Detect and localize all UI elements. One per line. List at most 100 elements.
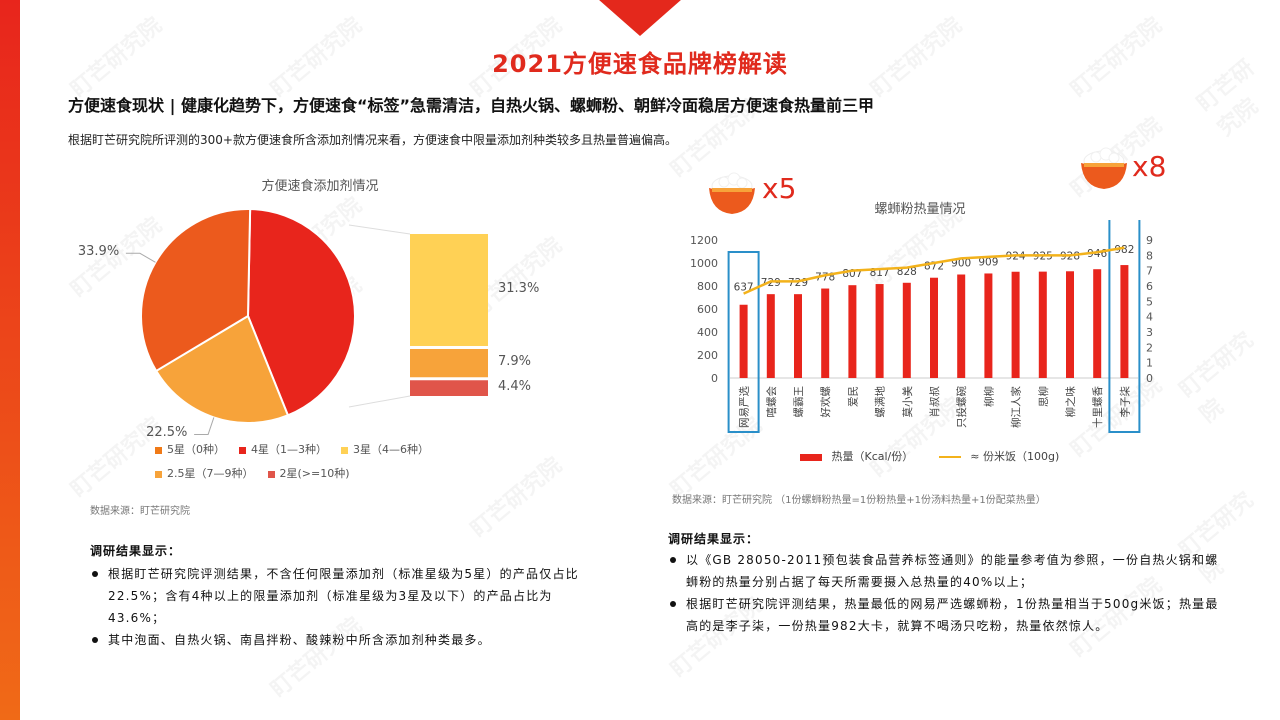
bar-chart-legend: 热量（Kcal/份） ≈ 份米饭（100g) [800, 448, 1059, 464]
y-tick-label: 200 [697, 349, 718, 362]
rice-equivalent-line [743, 246, 1125, 295]
bar-value-label: 924 [1006, 251, 1026, 263]
bar [766, 294, 775, 378]
rice-bowl-icon [1081, 147, 1127, 189]
x-category-label: 柳江人家 [1010, 386, 1023, 428]
x-category-label: 螺霸王 [793, 386, 805, 418]
page-subtitle: 方便速食现状 | 健康化趋势下，方便速食“标签”急需清洁，自热火锅、螺蛳粉、朝鲜… [68, 96, 875, 115]
breakdown-label: 7.9% [498, 354, 532, 370]
bar [902, 282, 911, 378]
pie-legend-item: 5星（0种） [155, 438, 225, 462]
bar-chart-title: 螺蛳粉热量情况 [874, 202, 966, 217]
bar [1038, 271, 1047, 378]
legend-bar-label: 热量（Kcal/份） [831, 450, 914, 463]
y-tick-label: 1000 [690, 257, 718, 270]
right-source-note: 数据来源：盯芒研究院 （1份螺蛳粉热量=1份粉热量+1份汤料热量+1份配菜热量） [672, 495, 1046, 506]
legend-swatch [267, 470, 275, 478]
x-category-label: 爱民 [846, 386, 859, 407]
bar-value-label: 982 [1114, 244, 1134, 256]
multiplier-low: x5 [762, 172, 797, 205]
pie-legend-item: 2星(>=10种) [267, 462, 350, 486]
breakdown-segment [410, 380, 488, 396]
y2-tick-label: 0 [1146, 372, 1153, 385]
highlight-box [727, 251, 760, 433]
breakdown-label: 4.4% [498, 379, 532, 395]
x-category-label: 好欢螺 [819, 386, 832, 418]
x-category-label: 李子柒 [1118, 386, 1131, 418]
right-findings-list: 以《GB 28050-2011预包装食品营养标签通则》的能量参考值为参照，一份自… [668, 549, 1228, 637]
x-category-label: 只投螺碗 [955, 386, 968, 428]
y2-tick-label: 7 [1146, 265, 1153, 278]
watermark-text: 盯芒研究院 [1171, 315, 1280, 428]
left-findings-list: 根据盯芒研究院评测结果，不含任何限量添加剂（标准星级为5星）的产品仅占比22.5… [90, 563, 590, 651]
pie-chart [125, 207, 488, 435]
bar-value-label: 637 [734, 282, 754, 294]
y2-tick-label: 6 [1146, 280, 1153, 293]
y2-tick-label: 8 [1146, 249, 1153, 262]
bar-value-label: 729 [761, 277, 781, 289]
y-tick-label: 600 [697, 303, 718, 316]
pie-chart-title: 方便速食添加剂情况 [261, 179, 379, 194]
right-findings-title: 调研结果显示： [668, 532, 760, 546]
pie-slice [140, 208, 252, 373]
pie-legend-item: 3星（4—6种） [341, 438, 429, 462]
bar [1011, 271, 1020, 378]
legend-label: 3星（4—6种） [353, 443, 429, 456]
breakdown-segment [410, 234, 488, 346]
y2-tick-label: 5 [1146, 295, 1153, 308]
bar [875, 284, 884, 378]
y2-tick-label: 9 [1146, 234, 1153, 247]
pie-leader-line [125, 252, 156, 263]
bar [739, 304, 748, 378]
legend-label: 4星（1—3种） [251, 443, 327, 456]
bar [984, 273, 993, 378]
right-finding-item: 根据盯芒研究院评测结果，热量最低的网易严选螺蛳粉，1份热量相当于500g米饭；热… [668, 593, 1228, 637]
legend-label: 5星（0种） [167, 443, 225, 456]
pie-legend-item: 2.5星（7—9种） [155, 462, 254, 486]
x-category-label: 螺满地 [874, 386, 887, 418]
connector-line [348, 395, 411, 408]
breakdown-segment [410, 348, 488, 378]
multiplier-high: x8 [1132, 150, 1167, 183]
top-triangle-decoration [590, 0, 690, 36]
bar [1066, 271, 1074, 378]
bar [821, 288, 830, 378]
pie-slice-label: 22.5% [146, 425, 188, 441]
left-accent-bar [0, 0, 20, 720]
left-source-note: 数据来源：盯芒研究院 [90, 506, 190, 517]
left-finding-item: 其中泡面、自热火锅、南昌拌粉、酸辣粉中所含添加剂种类最多。 [90, 629, 590, 651]
y2-tick-label: 4 [1146, 311, 1153, 324]
bar [1120, 265, 1129, 378]
legend-line-label: ≈ 份米饭（100g) [970, 450, 1060, 463]
connector-line [348, 224, 411, 235]
y2-tick-label: 2 [1146, 341, 1153, 354]
x-category-label: 柳之味 [1064, 386, 1077, 418]
legend-swatch [341, 446, 348, 454]
x-category-label: 网易严选 [738, 386, 751, 428]
pie-slice-label: 33.9% [77, 244, 120, 260]
x-category-label: 柳柳 [982, 386, 995, 407]
pie-slice [246, 207, 356, 417]
bar-value-label: 909 [978, 256, 998, 268]
legend-swatch [155, 470, 162, 478]
left-finding-item: 根据盯芒研究院评测结果，不含任何限量添加剂（标准星级为5星）的产品仅占比22.5… [90, 563, 590, 629]
legend-label: 2星(>=10种) [279, 467, 350, 480]
breakdown-label: 31.3% [498, 280, 540, 296]
y-tick-label: 800 [697, 280, 718, 293]
legend-swatch [155, 446, 162, 454]
legend-swatch [239, 446, 246, 454]
legend-bar-swatch [800, 453, 822, 461]
intro-text: 根据盯芒研究院所评测的300+款方便速食所含添加剂情况来看，方便速食中限量添加剂… [68, 133, 677, 147]
bar-chart: 0 200 400 600 800 1000 1200 0 1 2 3 4 5 6 7 8 9 637 网易严选 72… [690, 220, 1153, 433]
left-findings-title: 调研结果显示： [90, 544, 182, 558]
y2-tick-label: 1 [1146, 357, 1153, 370]
rice-bowl-icon [709, 172, 755, 214]
bar-value-label: 925 [1033, 251, 1053, 263]
bar [1093, 269, 1102, 378]
x-category-label: 肖叔叔 [928, 386, 941, 418]
highlight-box [1108, 220, 1141, 433]
legend-line-swatch [938, 456, 961, 458]
x-category-label: 嘻螺会 [765, 386, 778, 418]
x-category-label: 思柳 [1037, 386, 1050, 407]
bar [930, 277, 938, 378]
